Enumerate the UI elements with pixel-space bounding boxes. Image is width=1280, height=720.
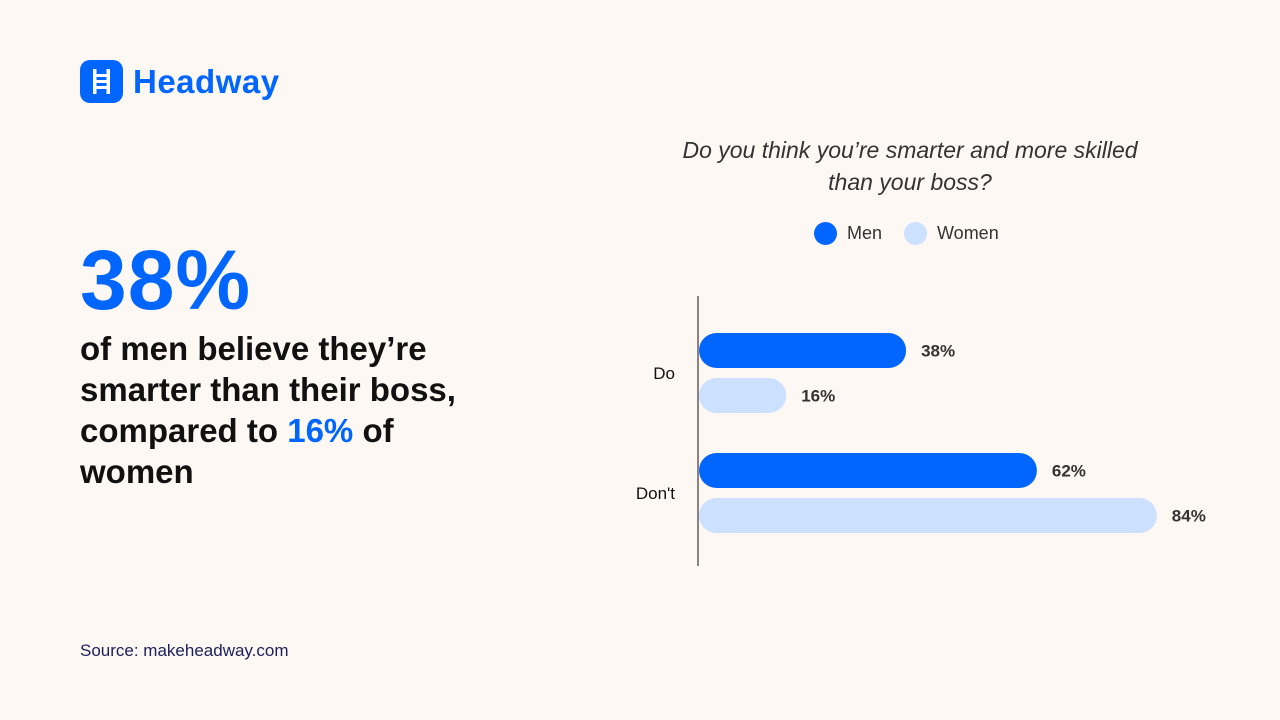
chart-legend: Men Women — [814, 222, 1021, 245]
data-label: 38% — [921, 342, 955, 361]
headline-text-before: of men believe they’re smarter than thei… — [80, 330, 456, 449]
brand-logo: Headway — [80, 60, 280, 103]
headline-stat: 38% — [80, 233, 252, 327]
bar-women-do — [699, 378, 787, 413]
headline-highlight: 16% — [287, 412, 354, 449]
bar-men-dont — [699, 453, 1037, 488]
headline-text: of men believe they’re smarter than thei… — [80, 328, 500, 492]
chart-title: Do you think you’re smarter and more ski… — [682, 137, 1138, 195]
category-label: Don't — [636, 484, 675, 503]
legend-label: Women — [937, 223, 999, 243]
legend-item-men: Men — [814, 222, 882, 245]
headline-text-after: of women — [80, 412, 394, 490]
bar-men-do — [699, 333, 907, 368]
category-label: Do — [653, 364, 675, 383]
legend-label: Men — [847, 223, 883, 243]
legend-item-women: Women — [904, 222, 999, 245]
data-label: 62% — [1052, 462, 1086, 481]
source-note: Source: makeheadway.com — [80, 641, 289, 660]
brand-name: Headway — [133, 62, 280, 100]
data-label: 16% — [801, 387, 835, 406]
ladder-icon — [80, 60, 123, 103]
legend-swatch-women — [904, 222, 928, 245]
data-label: 84% — [1172, 507, 1206, 526]
bar-women-dont — [699, 498, 1157, 533]
legend-swatch-men — [814, 222, 837, 245]
